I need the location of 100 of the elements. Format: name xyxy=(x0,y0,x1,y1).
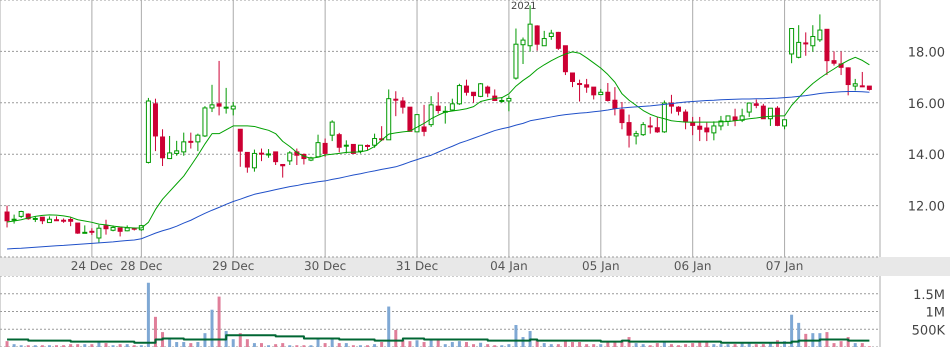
candlestick xyxy=(4,205,10,228)
candlestick xyxy=(852,78,858,91)
candlestick xyxy=(414,114,420,132)
bar xyxy=(556,344,560,347)
candlestick xyxy=(548,29,554,40)
bar xyxy=(726,344,730,347)
annotation: 2021 xyxy=(511,1,536,12)
candlestick xyxy=(640,122,646,136)
bar xyxy=(408,341,412,347)
candlestick xyxy=(634,130,639,145)
bar xyxy=(514,324,518,347)
bar xyxy=(712,344,716,347)
bar xyxy=(486,344,490,347)
bar xyxy=(344,343,348,347)
candlestick xyxy=(372,133,378,148)
bar xyxy=(585,344,588,347)
bar xyxy=(832,343,836,347)
candlestick xyxy=(224,87,229,114)
bar xyxy=(762,344,765,347)
candlestick xyxy=(174,140,180,156)
candlestick xyxy=(287,150,292,166)
bar xyxy=(656,343,659,347)
bar xyxy=(670,344,673,347)
bar xyxy=(175,342,178,347)
x-tick-label: 28 Dec xyxy=(120,259,163,273)
bar xyxy=(854,343,857,347)
x-tick-label: 06 Jan xyxy=(674,259,712,273)
candlestick xyxy=(760,103,766,120)
candlestick xyxy=(244,152,250,174)
bar xyxy=(69,344,72,347)
candlestick xyxy=(485,85,490,98)
line-series xyxy=(6,90,870,250)
candlestick xyxy=(280,164,286,178)
candlestick xyxy=(238,128,243,168)
candlestick xyxy=(330,120,335,142)
y-tick-label: 16.00 xyxy=(908,96,945,112)
candlestick xyxy=(258,148,264,162)
bar xyxy=(246,339,249,347)
y-tick-label: 500K xyxy=(912,323,946,338)
bar xyxy=(104,343,108,347)
bar xyxy=(12,344,16,347)
bar xyxy=(146,282,150,347)
x-tick-label: 29 Dec xyxy=(212,259,254,273)
bar xyxy=(550,344,553,347)
x-tick-label: 24 Dec xyxy=(70,259,114,273)
bar xyxy=(373,344,376,347)
bar xyxy=(860,343,864,347)
bar xyxy=(570,342,574,347)
y-tick-label: 18.00 xyxy=(908,45,945,60)
bar xyxy=(592,344,596,347)
bar xyxy=(840,341,843,347)
candlestick xyxy=(860,71,865,88)
candlestick xyxy=(316,134,321,158)
candlestick xyxy=(393,90,398,117)
candlestick xyxy=(690,116,696,136)
x-tick-label: 04 Jan xyxy=(490,259,528,273)
bar xyxy=(281,343,284,347)
candlestick xyxy=(605,82,610,102)
candlestick xyxy=(506,95,512,112)
bar xyxy=(415,340,418,347)
bar xyxy=(232,339,235,347)
candlestick xyxy=(230,102,236,116)
candlestick xyxy=(252,149,257,172)
candlestick xyxy=(782,119,788,130)
bar xyxy=(324,343,327,347)
candlestick xyxy=(810,24,816,52)
y-tick-label: 14.00 xyxy=(908,148,945,164)
bar xyxy=(564,341,567,347)
candlestick xyxy=(181,132,186,156)
candlestick xyxy=(768,108,773,126)
y-tick-label: 1.5M xyxy=(913,288,945,303)
bar xyxy=(684,344,688,347)
candlestick xyxy=(188,132,194,150)
candlestick xyxy=(577,79,582,102)
candlestick xyxy=(75,222,80,234)
bar xyxy=(218,296,221,347)
bar xyxy=(274,344,278,347)
bar xyxy=(542,343,546,347)
candlestick xyxy=(471,92,476,104)
candlestick xyxy=(683,108,688,130)
bar xyxy=(338,343,341,347)
candlestick xyxy=(732,108,738,127)
bar xyxy=(754,344,758,347)
candlestick xyxy=(322,138,328,158)
bar xyxy=(458,341,461,347)
x-tick-label: 30 Dec xyxy=(304,259,346,273)
y-tick-label: 1M xyxy=(926,306,945,320)
bar xyxy=(599,344,602,347)
bar xyxy=(118,344,122,347)
candlestick xyxy=(846,66,851,96)
candlestick xyxy=(697,116,702,142)
candlestick xyxy=(676,106,682,116)
bar xyxy=(507,344,510,347)
bar xyxy=(691,343,694,347)
candlestick xyxy=(195,133,200,152)
x-tick-label: 31 Dec xyxy=(396,259,438,273)
bar xyxy=(479,342,482,347)
candlestick xyxy=(464,79,469,96)
candlestick xyxy=(704,122,710,142)
bar xyxy=(578,342,582,347)
